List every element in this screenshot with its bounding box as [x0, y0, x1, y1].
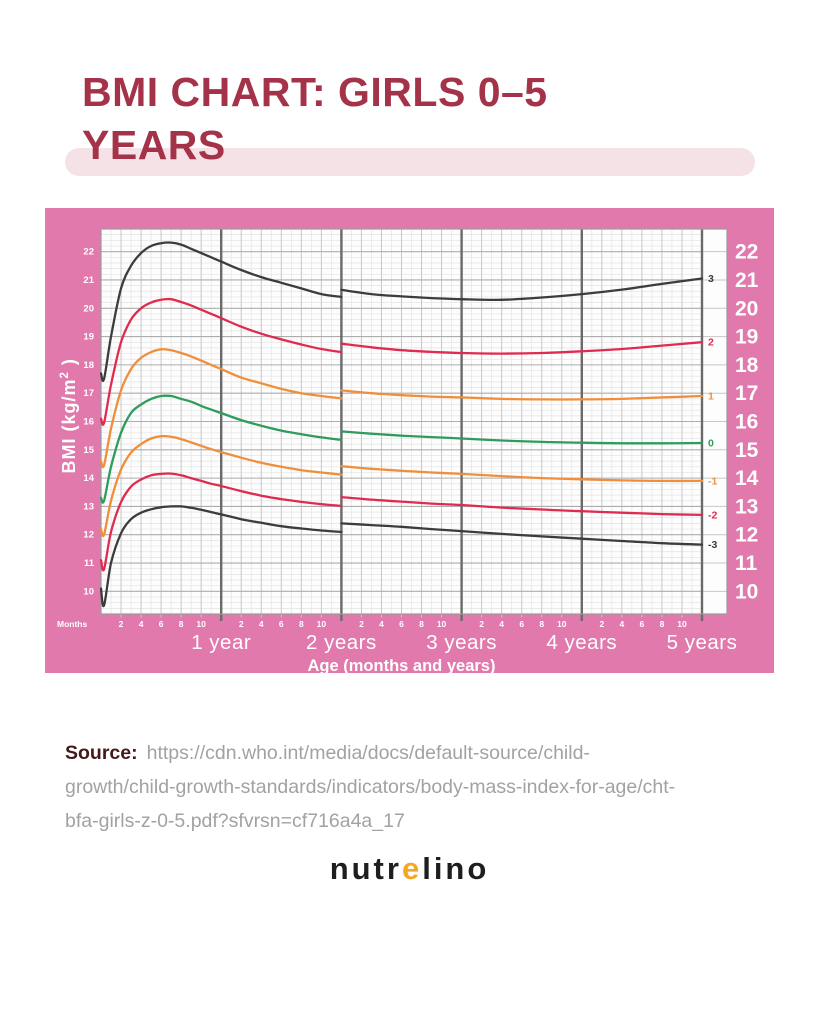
- svg-text:13: 13: [735, 495, 758, 518]
- svg-text:16: 16: [735, 411, 758, 434]
- svg-text:13: 13: [83, 501, 94, 512]
- svg-text:10: 10: [83, 586, 94, 597]
- svg-text:6: 6: [279, 619, 284, 629]
- curve-z1: [100, 348, 703, 469]
- svg-text:Months: Months: [57, 619, 87, 629]
- svg-text:4: 4: [499, 619, 504, 629]
- svg-text:-2: -2: [708, 509, 717, 521]
- svg-text:6: 6: [159, 619, 164, 629]
- svg-text:16: 16: [83, 417, 94, 428]
- page-title-line-1: BMI CHART: GIRLS 0–5: [82, 69, 548, 115]
- svg-text:2: 2: [708, 337, 714, 349]
- logo: nutrelino: [0, 851, 819, 887]
- title-highlight-bar: [65, 148, 755, 176]
- svg-text:4: 4: [619, 619, 624, 629]
- svg-text:11: 11: [84, 558, 95, 569]
- zscore-curves: [100, 241, 703, 608]
- svg-text:12: 12: [735, 524, 758, 547]
- svg-text:18: 18: [735, 354, 759, 377]
- svg-text:22: 22: [83, 247, 94, 258]
- svg-text:-1: -1: [708, 475, 717, 487]
- svg-text:6: 6: [399, 619, 404, 629]
- svg-text:15: 15: [83, 445, 94, 456]
- svg-text:10: 10: [196, 619, 206, 629]
- svg-text:14: 14: [83, 473, 94, 484]
- logo-part-1: nutr: [329, 851, 402, 886]
- grid: [100, 228, 728, 621]
- svg-text:2: 2: [599, 619, 604, 629]
- svg-text:19: 19: [83, 332, 94, 343]
- source-text: Source: https://cdn.who.int/media/docs/de…: [65, 736, 677, 838]
- svg-text:6: 6: [640, 619, 645, 629]
- svg-text:11: 11: [735, 552, 758, 575]
- svg-text:14: 14: [735, 467, 759, 490]
- svg-text:8: 8: [179, 619, 184, 629]
- svg-text:4: 4: [259, 619, 264, 629]
- curve-z-3: [100, 505, 703, 608]
- svg-text:2 years: 2 years: [306, 631, 377, 654]
- logo-part-2: lino: [422, 851, 490, 886]
- svg-text:8: 8: [660, 619, 665, 629]
- svg-text:1 year: 1 year: [191, 631, 251, 654]
- svg-text:18: 18: [83, 360, 94, 371]
- curve-z3: [100, 241, 703, 383]
- bmi-chart-svg: -3-2-10123222120191817161514131211102221…: [45, 208, 774, 673]
- svg-text:3: 3: [708, 273, 714, 285]
- svg-text:20: 20: [83, 303, 94, 314]
- y-axis-right-labels: 22 21 20 19 18 17 16 15 14 13 12 11 10: [735, 241, 759, 604]
- svg-text:-3: -3: [708, 539, 717, 551]
- svg-text:10: 10: [735, 580, 758, 603]
- svg-text:0: 0: [708, 438, 714, 450]
- svg-text:19: 19: [735, 326, 758, 349]
- svg-text:21: 21: [735, 269, 759, 292]
- svg-text:10: 10: [677, 619, 687, 629]
- curve-z0: [100, 394, 703, 504]
- curve-z-2: [100, 472, 703, 572]
- svg-text:4 years: 4 years: [546, 631, 617, 654]
- bmi-chart-figure: -3 -2 -1 0 1 2 3 22 21 20 19 18 17 16 15 14 13 12 11 10 22 21…: [45, 208, 774, 673]
- svg-text:8: 8: [419, 619, 424, 629]
- svg-text:8: 8: [539, 619, 544, 629]
- y-axis-title: BMI (kg/m2 ): [59, 358, 79, 473]
- svg-text:2: 2: [239, 619, 244, 629]
- svg-text:4: 4: [139, 619, 144, 629]
- svg-text:5 years: 5 years: [667, 631, 738, 654]
- svg-text:15: 15: [735, 439, 759, 462]
- svg-text:8: 8: [299, 619, 304, 629]
- svg-text:3 years: 3 years: [426, 631, 497, 654]
- svg-text:21: 21: [83, 275, 94, 286]
- curve-z-1: [100, 434, 703, 538]
- page-title: BMI CHART: GIRLS 0–5 YEARS: [82, 66, 548, 172]
- curve-z2: [100, 297, 703, 426]
- logo-accent-letter: e: [401, 851, 423, 886]
- svg-text:20: 20: [735, 297, 758, 320]
- source-url: https://cdn.who.int/media/docs/default-s…: [65, 741, 676, 832]
- page-title-line-2: YEARS: [82, 122, 226, 168]
- y-axis-left-labels: 22 21 20 19 18 17 16 15 14 13 12 11 10: [83, 247, 94, 598]
- source-label: Source:: [65, 741, 138, 764]
- svg-text:10: 10: [557, 619, 567, 629]
- svg-text:BMI (kg/m2 ): BMI (kg/m2 ): [59, 358, 79, 473]
- svg-text:22: 22: [735, 241, 758, 264]
- svg-text:10: 10: [317, 619, 327, 629]
- svg-text:2: 2: [119, 619, 124, 629]
- svg-text:10: 10: [437, 619, 447, 629]
- svg-text:2: 2: [359, 619, 364, 629]
- zscore-curve-labels: -3 -2 -1 0 1 2 3: [708, 273, 717, 551]
- svg-text:1: 1: [708, 391, 714, 403]
- svg-text:12: 12: [83, 530, 94, 541]
- svg-text:4: 4: [379, 619, 384, 629]
- x-axis-labels: Months 2 4 6 8 10 1 year 2 4 6 8 10 2 years 2 4 6 8 10 3 y…: [57, 619, 737, 654]
- svg-text:17: 17: [83, 388, 94, 399]
- svg-text:6: 6: [519, 619, 524, 629]
- svg-text:17: 17: [735, 382, 758, 405]
- svg-text:2: 2: [479, 619, 484, 629]
- x-axis-title: Age (months and years): [308, 657, 496, 673]
